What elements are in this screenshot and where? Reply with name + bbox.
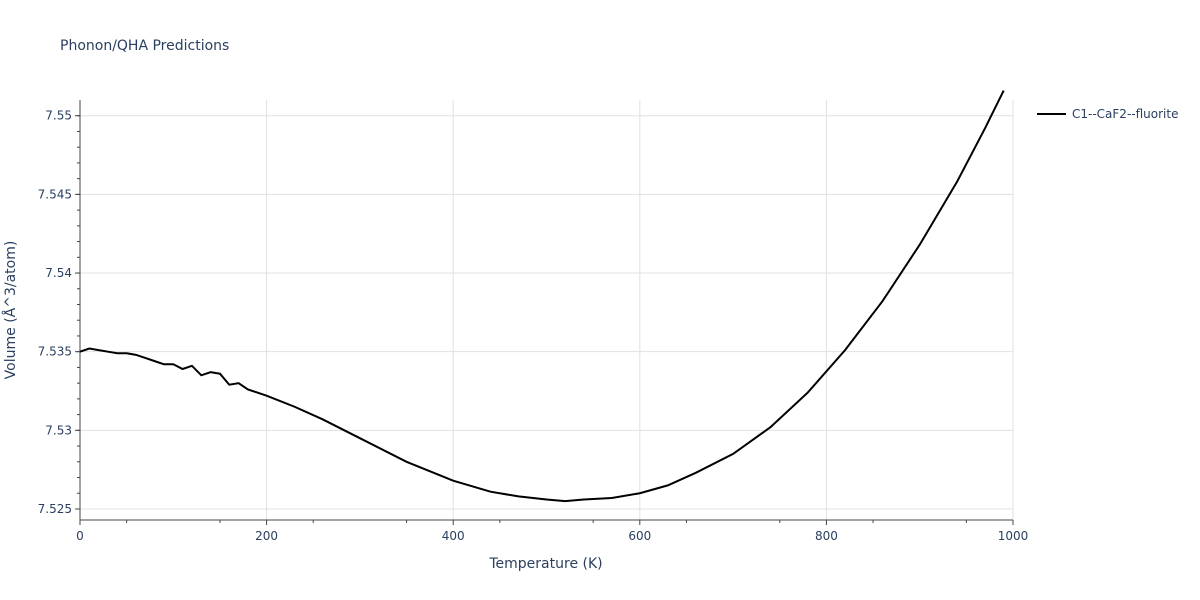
x-axis-title: Temperature (K) <box>488 556 602 572</box>
y-ticks: 7.525 7.53 7.535 7.54 7.545 7.55 <box>38 109 80 516</box>
x-tick-label: 800 <box>815 529 838 543</box>
y-tick-label: 7.545 <box>38 187 72 201</box>
legend-label: C1--CaF2--fluorite <box>1072 107 1178 121</box>
chart-title: Phonon/QHA Predictions <box>60 38 229 54</box>
legend[interactable]: C1--CaF2--fluorite <box>1037 107 1178 121</box>
x-tick-label: 400 <box>442 529 465 543</box>
x-tick-label: 600 <box>628 529 651 543</box>
y-tick-label: 7.53 <box>45 423 72 437</box>
x-tick-label: 0 <box>76 529 84 543</box>
axes <box>79 100 1013 521</box>
x-tick-label: 200 <box>255 529 278 543</box>
x-ticks: 0 200 400 600 800 1000 <box>76 520 1028 543</box>
y-tick-label: 7.535 <box>38 345 72 359</box>
y-tick-label: 7.55 <box>45 109 72 123</box>
series-line <box>79 90 1005 503</box>
y-axis-title: Volume (Å^3/atom) <box>2 241 19 380</box>
y-tick-label: 7.54 <box>45 266 72 280</box>
x-tick-label: 1000 <box>998 529 1029 543</box>
y-tick-label: 7.525 <box>38 502 72 516</box>
grid <box>80 100 1014 520</box>
